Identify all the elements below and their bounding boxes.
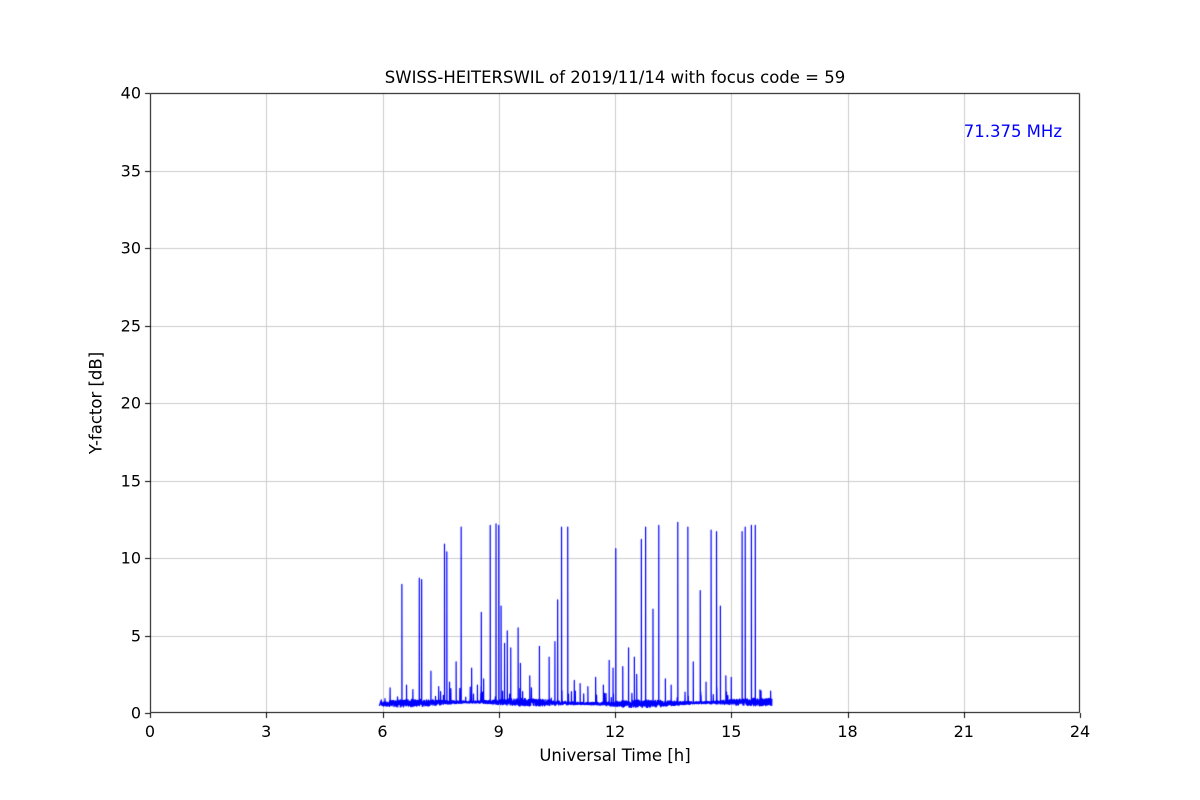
y-tick-label: 15 [120,471,141,490]
x-tick-label: 9 [493,722,504,741]
y-tick-label: 5 [130,626,141,645]
chart-title: SWISS-HEITERSWIL of 2019/11/14 with focu… [384,68,846,87]
x-tick-label: 18 [837,722,858,741]
y-tick-label: 20 [120,393,141,413]
y-axis-label: Y-factor [dB] [86,351,106,455]
x-tick-label: 3 [261,722,272,741]
x-axis-label: Universal Time [h] [539,746,691,765]
y-tick-label: 10 [120,548,141,568]
y-tick-label: 35 [120,161,141,180]
y-tick-label: 40 [120,83,141,103]
x-tick-label: 12 [604,722,626,741]
x-tick-label: 15 [721,722,742,741]
x-tick-label: 6 [377,722,388,741]
x-tick-label: 24 [1069,722,1091,741]
x-tick-label: 21 [953,722,974,741]
frequency-annotation: 71.375 MHz [963,122,1062,141]
y-tick-label: 0 [130,703,141,723]
y-tick-label: 25 [120,316,141,335]
x-tick-label: 0 [144,722,156,741]
y-tick-label: 30 [120,238,141,258]
